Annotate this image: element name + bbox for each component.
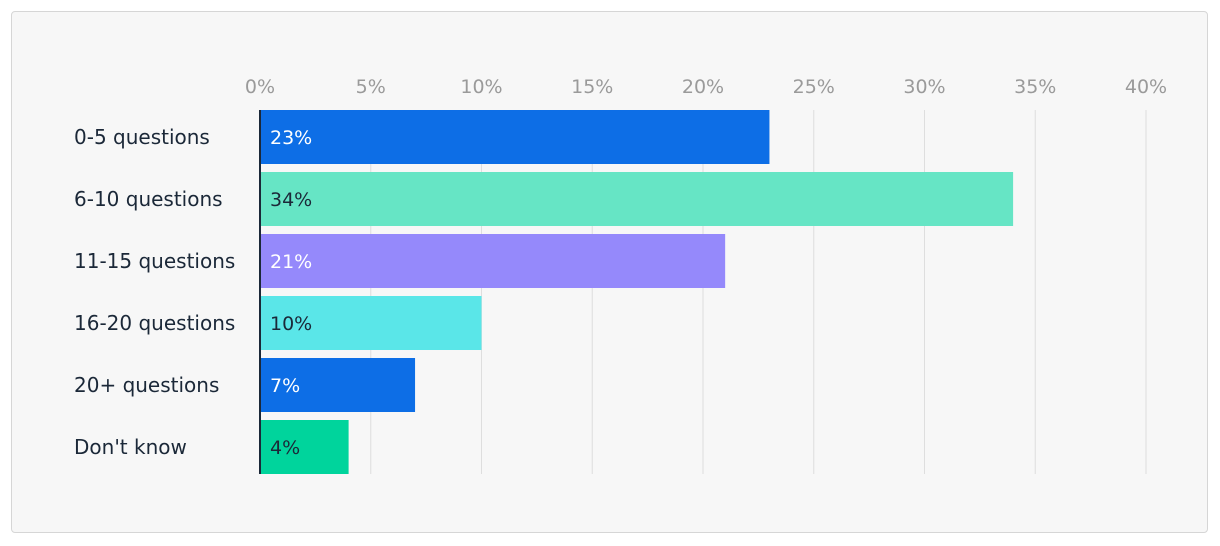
bar xyxy=(260,420,349,474)
x-tick-label: 40% xyxy=(1125,76,1167,98)
category-label: 16-20 questions xyxy=(74,311,235,335)
x-tick-label: 35% xyxy=(1014,76,1056,98)
x-tick-label: 25% xyxy=(793,76,835,98)
category-label: 20+ questions xyxy=(74,373,219,397)
category-label: Don't know xyxy=(74,435,187,459)
x-tick-label: 0% xyxy=(245,76,275,98)
category-label: 6-10 questions xyxy=(74,187,223,211)
data-label: 21% xyxy=(270,251,312,273)
bar xyxy=(260,110,770,164)
x-tick-label: 30% xyxy=(903,76,945,98)
bar xyxy=(260,296,482,350)
data-label: 4% xyxy=(270,437,300,459)
x-tick-label: 20% xyxy=(682,76,724,98)
x-tick-label: 15% xyxy=(571,76,613,98)
bar xyxy=(260,172,1014,226)
data-label: 10% xyxy=(270,313,312,335)
category-label: 0-5 questions xyxy=(74,125,210,149)
data-label: 7% xyxy=(270,375,300,397)
bar xyxy=(260,234,726,288)
x-tick-label: 10% xyxy=(460,76,502,98)
category-label: 11-15 questions xyxy=(74,249,235,273)
bar xyxy=(260,358,416,412)
x-tick-label: 5% xyxy=(356,76,386,98)
data-label: 23% xyxy=(270,127,312,149)
data-label: 34% xyxy=(270,189,312,211)
